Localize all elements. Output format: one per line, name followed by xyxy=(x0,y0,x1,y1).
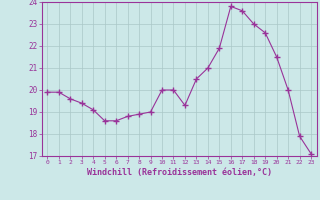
X-axis label: Windchill (Refroidissement éolien,°C): Windchill (Refroidissement éolien,°C) xyxy=(87,168,272,177)
